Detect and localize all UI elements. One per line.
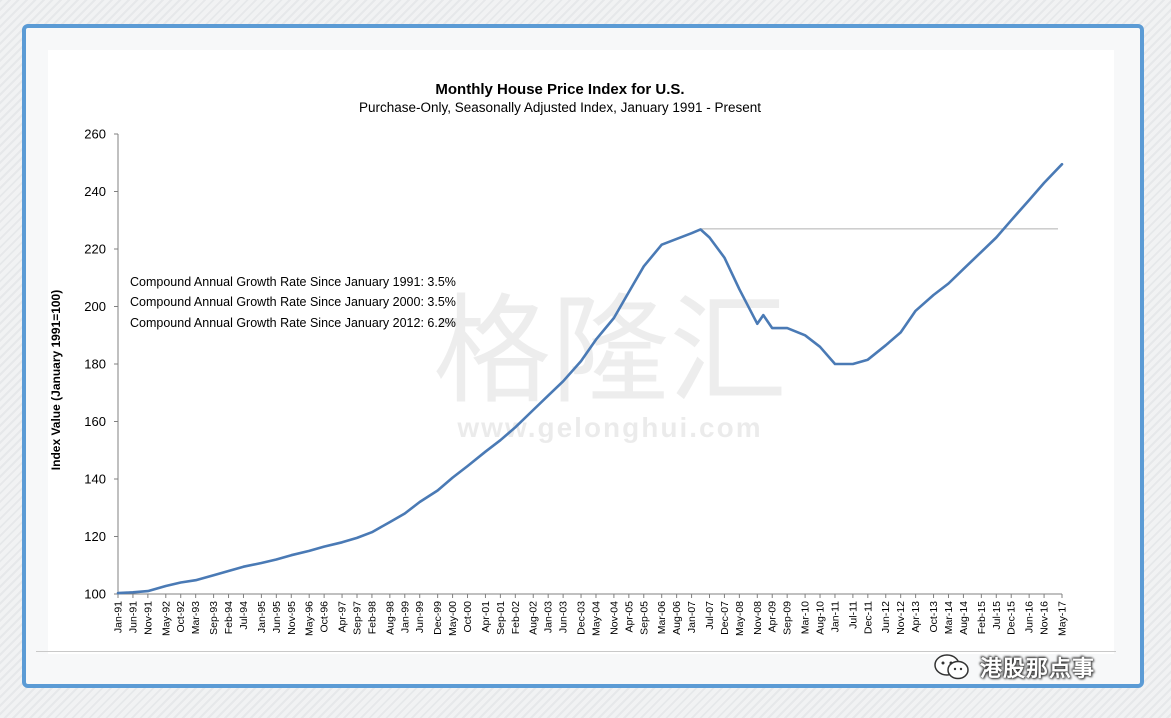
x-tick-label: Apr-09 bbox=[767, 601, 779, 633]
x-tick-label: Dec-15 bbox=[1006, 601, 1018, 635]
y-tick-label: 160 bbox=[84, 414, 106, 429]
y-tick-label: 240 bbox=[84, 184, 106, 199]
cagr-1991-annotation: Compound Annual Growth Rate Since Januar… bbox=[130, 275, 456, 289]
x-tick-label: Sep-09 bbox=[782, 601, 794, 635]
account-name: 港股那点事 bbox=[980, 657, 1096, 682]
x-tick-label: Sep-01 bbox=[495, 601, 507, 635]
x-tick-label: Nov-16 bbox=[1039, 601, 1051, 635]
x-tick-label: Oct-13 bbox=[928, 601, 940, 633]
x-tick-label: May-08 bbox=[734, 601, 746, 636]
x-tick-label: Jan-95 bbox=[256, 601, 268, 633]
chart-title: Monthly House Price Index for U.S. bbox=[435, 81, 684, 98]
x-tick-label: May-92 bbox=[160, 601, 172, 636]
x-tick-label: Sep-05 bbox=[638, 601, 650, 635]
x-tick-label: Apr-13 bbox=[910, 601, 922, 633]
x-tick-label: Jul-11 bbox=[847, 601, 859, 629]
x-tick-label: Apr-05 bbox=[623, 601, 635, 633]
y-tick-label: 220 bbox=[84, 242, 106, 257]
x-tick-label: Aug-10 bbox=[815, 601, 827, 635]
x-tick-label: Jan-91 bbox=[113, 601, 125, 633]
x-tick-label: Jan-99 bbox=[399, 601, 411, 633]
x-tick-label: Nov-91 bbox=[142, 601, 154, 635]
x-tick-label: Dec-99 bbox=[432, 601, 444, 635]
x-tick-label: Nov-95 bbox=[286, 601, 298, 635]
x-tick-label: Mar-10 bbox=[800, 601, 812, 634]
wechat-icon bbox=[932, 651, 972, 683]
x-tick-label: Jan-11 bbox=[829, 601, 841, 632]
x-tick-label: Feb-15 bbox=[976, 601, 988, 634]
watermark-chinese: 格隆汇 bbox=[433, 286, 787, 418]
y-tick-label: 100 bbox=[84, 587, 106, 602]
y-tick-label: 260 bbox=[84, 127, 106, 142]
x-tick-label: Sep-93 bbox=[208, 601, 220, 635]
y-axis-label: Index Value (January 1991=100) bbox=[49, 290, 63, 470]
x-tick-label: Jun-91 bbox=[127, 601, 139, 633]
x-tick-label: Dec-07 bbox=[719, 601, 731, 635]
x-tick-label: May-00 bbox=[447, 601, 459, 636]
x-tick-label: Oct-92 bbox=[175, 601, 187, 633]
x-tick-label: Feb-94 bbox=[223, 601, 235, 634]
y-tick-label: 180 bbox=[84, 357, 106, 372]
x-tick-label: Mar-93 bbox=[190, 601, 202, 634]
x-tick-label: Jan-03 bbox=[543, 601, 555, 633]
x-tick-label: Jun-99 bbox=[414, 601, 426, 633]
x-tick-label: Jan-07 bbox=[686, 601, 698, 633]
x-tick-label: Oct-96 bbox=[319, 601, 331, 633]
x-tick-label: Sep-97 bbox=[351, 601, 363, 635]
x-tick-label: Nov-12 bbox=[895, 601, 907, 635]
x-tick-label: May-04 bbox=[590, 601, 602, 636]
x-tick-label: Jun-03 bbox=[558, 601, 570, 633]
footer-divider bbox=[36, 651, 1116, 652]
chart-panel bbox=[48, 50, 1114, 654]
x-tick-label: Dec-11 bbox=[862, 601, 874, 634]
x-tick-label: Feb-98 bbox=[366, 601, 378, 634]
x-tick-label: Aug-06 bbox=[671, 601, 683, 635]
x-tick-label: May-96 bbox=[304, 601, 316, 636]
x-tick-label: Jul-15 bbox=[991, 601, 1003, 630]
x-tick-label: Apr-01 bbox=[480, 601, 492, 633]
x-tick-label: Apr-97 bbox=[337, 601, 349, 633]
x-tick-label: Jun-95 bbox=[271, 601, 283, 633]
x-tick-label: Jun-12 bbox=[880, 601, 892, 633]
x-tick-label: Mar-14 bbox=[943, 601, 955, 634]
x-tick-label: Mar-06 bbox=[656, 601, 668, 634]
x-tick-label: Jul-07 bbox=[704, 601, 716, 630]
x-tick-label: Nov-08 bbox=[752, 601, 764, 635]
x-tick-label: Jul-94 bbox=[238, 601, 250, 630]
y-tick-label: 120 bbox=[84, 529, 106, 544]
cagr-2000-annotation: Compound Annual Growth Rate Since Januar… bbox=[130, 295, 456, 309]
x-tick-label: Jun-16 bbox=[1024, 601, 1036, 633]
x-tick-label: Aug-02 bbox=[528, 601, 540, 635]
hpi-series-line bbox=[116, 162, 1064, 595]
x-tick-label: Oct-00 bbox=[462, 601, 474, 633]
x-tick-label: Dec-03 bbox=[576, 601, 588, 635]
x-tick-label: Nov-04 bbox=[608, 601, 620, 635]
chart-subtitle: Purchase-Only, Seasonally Adjusted Index… bbox=[359, 100, 761, 115]
x-tick-label: Aug-14 bbox=[958, 601, 970, 635]
x-tick-label: Feb-02 bbox=[510, 601, 522, 634]
x-tick-label: May-17 bbox=[1057, 601, 1069, 636]
watermark-url: www.gelonghui.com bbox=[456, 412, 762, 443]
cagr-2012-annotation: Compound Annual Growth Rate Since Januar… bbox=[130, 316, 456, 330]
y-tick-label: 140 bbox=[84, 472, 106, 487]
y-tick-label: 200 bbox=[84, 299, 106, 314]
wechat-account-badge: 港股那点事 bbox=[932, 648, 1142, 686]
x-tick-label: Aug-98 bbox=[384, 601, 396, 635]
